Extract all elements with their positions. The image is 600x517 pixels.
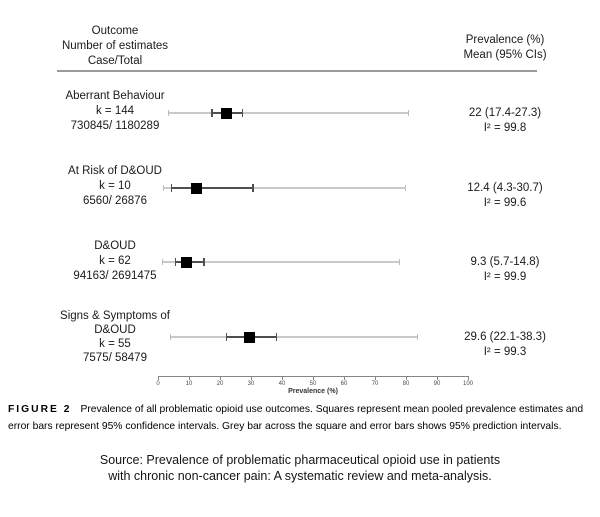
x-axis-tick-label: 100 xyxy=(462,381,473,387)
x-axis-tick-label: 30 xyxy=(247,381,255,387)
mean-ci-value: 12.4 (4.3-30.7) xyxy=(467,182,543,194)
ci-cap-right xyxy=(203,258,205,266)
outcome-case-total: 94163/ 2691475 xyxy=(73,270,157,282)
i2-value: I² = 99.6 xyxy=(483,197,527,209)
outcome-name: Signs & Symptoms of D&OUD xyxy=(60,310,170,336)
prediction-interval-bar xyxy=(162,185,407,191)
forest-row-plot xyxy=(0,252,600,272)
prediction-interval-bar xyxy=(170,334,419,340)
ci-cap-left xyxy=(225,333,228,341)
i2-value: I² = 99.9 xyxy=(483,271,527,283)
x-axis-tick-label: 90 xyxy=(433,381,441,387)
outcome-label-doud: D&OUD k = 62 94163/ 2691475 xyxy=(50,239,180,284)
outcome-k: k = 62 xyxy=(99,255,131,267)
outcome-name: D&OUD xyxy=(94,240,136,252)
mean-square xyxy=(220,107,232,119)
x-axis-tick xyxy=(219,377,221,380)
outcome-name: At Risk of D&OUD xyxy=(68,165,162,177)
prediction-interval-bar xyxy=(162,259,400,265)
mean-ci-value: 22 (17.4-27.3) xyxy=(468,107,542,119)
forest-row-plot xyxy=(0,178,600,198)
outcome-label-at-risk-doud: At Risk of D&OUD k = 10 6560/ 26876 xyxy=(50,164,180,209)
outcome-label-aberrant-behaviour: Aberrant Behaviour k = 144 730845/ 11802… xyxy=(50,89,180,134)
mean-ci-value: 9.3 (5.7-14.8) xyxy=(470,256,540,268)
x-axis-line xyxy=(158,376,469,377)
outcome-k: k = 10 xyxy=(99,180,131,192)
ci-cap-left xyxy=(211,109,213,117)
ci-cap-left xyxy=(174,258,177,266)
mean-square xyxy=(190,182,202,194)
forest-row-plot xyxy=(0,327,600,347)
x-axis-tick-label: 80 xyxy=(402,381,410,387)
outcome-name: Aberrant Behaviour xyxy=(65,90,165,102)
mean-square xyxy=(244,331,256,343)
x-axis-tick-label: 70 xyxy=(371,381,379,387)
ci-line xyxy=(171,187,254,189)
x-axis-tick xyxy=(374,377,376,380)
i2-value: I² = 99.8 xyxy=(483,122,527,134)
ci-cap-right xyxy=(241,109,244,117)
header-separator xyxy=(57,70,537,72)
x-axis-tick-label: 50 xyxy=(309,381,317,387)
ci-cap-left xyxy=(170,184,173,192)
header-line-mean-ci: Mean (95% CIs) xyxy=(463,49,547,61)
i2-value: I² = 99.3 xyxy=(483,346,527,358)
outcome-case-total: 7575/ 58479 xyxy=(83,352,147,364)
x-axis-tick-label: 40 xyxy=(278,381,286,387)
x-axis-tick-label: 10 xyxy=(185,381,193,387)
column-header-prevalence: Prevalence (%) Mean (95% CIs) xyxy=(430,33,580,63)
row-stats-signs-symptoms-doud: 29.6 (22.1-38.3) I² = 99.3 xyxy=(425,330,585,360)
header-line-case-total: Case/Total xyxy=(87,55,143,67)
x-axis-tick xyxy=(467,377,469,380)
x-axis-tick xyxy=(188,377,190,380)
row-stats-at-risk-doud: 12.4 (4.3-30.7) I² = 99.6 xyxy=(425,181,585,211)
ci-cap-right xyxy=(252,184,254,192)
x-axis-tick xyxy=(405,377,407,380)
x-axis-tick xyxy=(281,377,283,380)
x-axis-title: Prevalence (%) xyxy=(288,388,338,395)
outcome-case-total: 730845/ 1180289 xyxy=(70,120,160,132)
source-line-2: with chronic non-cancer pain: A systemat… xyxy=(108,469,492,483)
outcome-k: k = 55 xyxy=(99,338,131,350)
x-axis-tick-label: 60 xyxy=(340,381,348,387)
figure-caption: FIGURE 2 Prevalence of all problematic op… xyxy=(8,401,592,435)
mean-ci-value: 29.6 (22.1-38.3) xyxy=(464,331,546,343)
outcome-case-total: 6560/ 26876 xyxy=(83,195,147,207)
source-citation: Source: Prevalence of problematic pharma… xyxy=(0,452,600,484)
figure-caption-text: Prevalence of all problematic opioid use… xyxy=(8,404,584,432)
x-axis-tick xyxy=(250,377,252,380)
header-line-prevalence: Prevalence (%) xyxy=(465,34,545,46)
prediction-interval-bar xyxy=(167,110,410,116)
x-axis-tick-label: 0 xyxy=(156,381,160,387)
column-header-outcome: Outcome Number of estimates Case/Total xyxy=(30,24,200,69)
header-line-outcome: Outcome xyxy=(91,25,139,37)
x-axis-tick xyxy=(157,377,159,380)
x-axis-tick xyxy=(343,377,345,380)
ci-cap-right xyxy=(275,333,278,341)
outcome-k: k = 144 xyxy=(95,105,135,117)
source-line-1: Source: Prevalence of problematic pharma… xyxy=(99,453,501,467)
row-stats-aberrant-behaviour: 22 (17.4-27.3) I² = 99.8 xyxy=(425,106,585,136)
row-stats-doud: 9.3 (5.7-14.8) I² = 99.9 xyxy=(425,255,585,285)
x-axis-tick xyxy=(312,377,314,380)
header-line-num-estimates: Number of estimates xyxy=(61,40,169,52)
figure-caption-label: FIGURE 2 xyxy=(8,404,72,415)
mean-square xyxy=(181,256,193,268)
x-axis-tick-label: 20 xyxy=(216,381,224,387)
outcome-label-signs-symptoms-doud: Signs & Symptoms of D&OUD k = 55 7575/ 5… xyxy=(50,309,180,365)
x-axis-tick xyxy=(436,377,438,380)
forest-row-plot xyxy=(0,103,600,123)
